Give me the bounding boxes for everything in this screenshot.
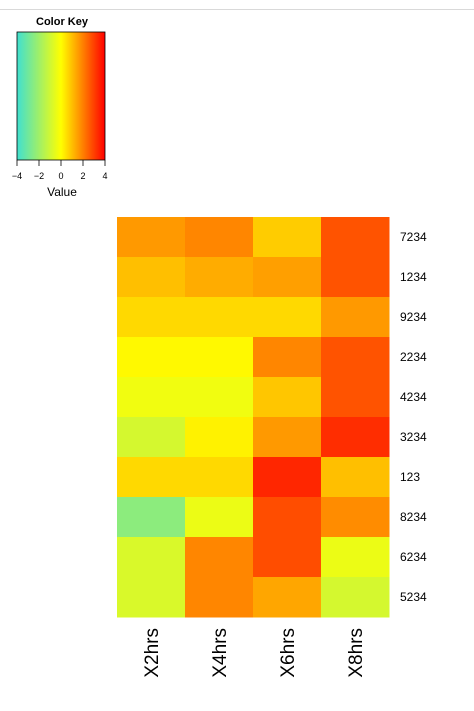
- heatmap-row-labels: 7234 1234 9234 2234 4234 3234 123 8234 6234 5234: [400, 230, 427, 604]
- heatmap-row-label: 9234: [400, 310, 427, 324]
- heatmap-cell: [117, 217, 186, 258]
- color-key-tick-label: 2: [80, 171, 85, 181]
- heatmap-row-label: 4234: [400, 390, 427, 404]
- heatmap-cell: [185, 257, 254, 298]
- window-top-strip: [0, 0, 474, 10]
- heatmap-cell: [253, 297, 322, 338]
- heatmap-cell: [185, 217, 254, 258]
- heatmap-cell: [117, 337, 186, 378]
- heatmap-cell: [185, 577, 254, 618]
- heatmap-cell: [185, 377, 254, 418]
- heatmap-cell: [117, 577, 186, 618]
- heatmap-cells: [117, 217, 390, 618]
- heatmap-cell: [253, 537, 322, 578]
- color-key-tick-label: 4: [102, 171, 107, 181]
- color-key-tick-label: −4: [12, 171, 22, 181]
- heatmap-row-label: 2234: [400, 350, 427, 364]
- heatmap-row-label: 1234: [400, 270, 427, 284]
- heatmap-column-label: X2hrs: [142, 628, 163, 678]
- heatmap-cell: [321, 377, 390, 418]
- heatmap-column-label: X6hrs: [278, 628, 299, 678]
- heatmap-cell: [117, 457, 186, 498]
- heatmap-row-label: 8234: [400, 510, 427, 524]
- heatmap-cell: [321, 297, 390, 338]
- color-key-gradient-bar: [16, 31, 106, 161]
- heatmap-row-label: 5234: [400, 590, 427, 604]
- heatmap-cell: [321, 257, 390, 298]
- color-key-tick-label: −2: [34, 171, 44, 181]
- heatmap-cell: [117, 257, 186, 298]
- color-key-legend: Color Key −4 −2 0 2 4 Value: [12, 16, 108, 199]
- heatmap-cell: [253, 577, 322, 618]
- color-key-xlabel: Value: [47, 185, 77, 199]
- heatmap-cell: [185, 497, 254, 538]
- heatmap-row-label: 3234: [400, 430, 427, 444]
- color-key-ticks: −4 −2 0 2 4: [12, 160, 108, 181]
- heatmap-cell: [253, 497, 322, 538]
- heatmap-column-labels: X2hrs X4hrs X6hrs X8hrs: [142, 628, 367, 678]
- heatmap-column-label: X4hrs: [210, 628, 231, 678]
- heatmap-cell: [185, 537, 254, 578]
- heatmap-row-label: 123: [400, 470, 420, 484]
- color-key-tick-label: 0: [58, 171, 63, 181]
- heatmap-cell: [185, 297, 254, 338]
- heatmap-cell: [185, 337, 254, 378]
- heatmap-cell: [253, 217, 322, 258]
- heatmap-cell: [117, 537, 186, 578]
- heatmap-cell: [253, 417, 322, 458]
- heatmap-cell: [321, 497, 390, 538]
- heatmap-cell: [321, 217, 390, 258]
- heatmap-cell: [117, 297, 186, 338]
- heatmap-cell: [117, 377, 186, 418]
- heatmap-cell: [253, 457, 322, 498]
- heatmap-cell: [117, 497, 186, 538]
- heatmap-cell: [321, 457, 390, 498]
- heatmap-cell: [253, 337, 322, 378]
- heatmap-row-label: 6234: [400, 550, 427, 564]
- color-key-title: Color Key: [36, 16, 89, 28]
- heatmap-cell: [321, 417, 390, 458]
- heatmap-cell: [253, 377, 322, 418]
- heatmap-cell: [117, 417, 186, 458]
- heatmap-cell: [185, 457, 254, 498]
- heatmap-cell: [321, 337, 390, 378]
- heatmap-cell: [185, 417, 254, 458]
- heatmap-row-label: 7234: [400, 230, 427, 244]
- heatmap-cell: [321, 577, 390, 618]
- heatmap-cell: [253, 257, 322, 298]
- heatmap-cell: [321, 537, 390, 578]
- heatmap-column-label: X8hrs: [346, 628, 367, 678]
